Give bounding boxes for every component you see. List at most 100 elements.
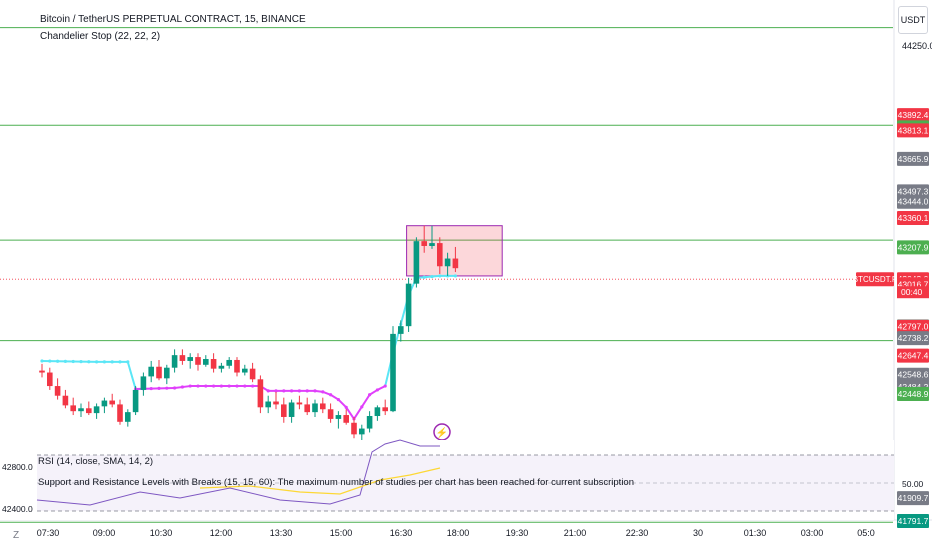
price-label-bg	[897, 123, 929, 138]
candle-body	[405, 283, 412, 327]
candle-body	[359, 428, 365, 435]
candle-body	[281, 404, 287, 417]
rsi-left-tick-2: 42400.0	[2, 504, 33, 514]
chandelier-stop-dot	[336, 397, 340, 402]
price-label: 43497.3	[898, 186, 929, 196]
chandelier-stop-dot	[126, 360, 130, 364]
price-label-bg	[897, 210, 929, 225]
y-tick-label: 44250.0	[902, 41, 932, 51]
price-label: 42548.6	[898, 370, 929, 380]
chandelier-stop-segment	[345, 406, 355, 420]
price-label-bg	[897, 331, 929, 346]
price-label-bg	[897, 348, 929, 363]
chandelier-stop-dot	[188, 384, 192, 388]
candle-body	[140, 376, 147, 390]
candle-body	[429, 243, 435, 246]
chandelier-stop-dot	[383, 384, 387, 388]
candle-body	[296, 402, 303, 405]
chandelier-stop-dot	[48, 359, 52, 363]
price-label: 43016.7	[898, 279, 929, 289]
candle-body	[86, 408, 92, 414]
zone-box	[406, 225, 503, 277]
chandelier-stop-dot	[79, 360, 83, 364]
chandelier-stop-dot	[56, 359, 60, 363]
candle-body	[327, 409, 334, 419]
candle-body	[148, 366, 154, 377]
chandelier-stop-dot	[40, 359, 44, 363]
price-label: 41791.7	[898, 516, 929, 526]
currency-button[interactable]: USDT	[898, 6, 928, 34]
candle-body	[234, 359, 240, 373]
candle-body	[39, 370, 45, 373]
countdown-label: 00:40	[901, 287, 923, 297]
candle-body	[437, 243, 443, 267]
candle-body	[62, 395, 69, 406]
price-label: 42647.4	[898, 351, 929, 361]
price-label: 43892.4	[898, 110, 929, 120]
chandelier-stop-dot	[196, 384, 200, 388]
candle-body	[249, 368, 256, 380]
indicator-title[interactable]: Chandelier Stop (22, 22, 2)	[40, 31, 161, 42]
price-label: 42797.0	[898, 322, 929, 332]
chandelier-stop-dot	[290, 389, 294, 393]
x-tick-label: 13:30	[270, 528, 293, 538]
candle-body	[242, 368, 248, 373]
chandelier-stop-dot	[110, 360, 114, 364]
x-tick-label: 10:30	[150, 528, 173, 538]
chandelier-stop-dot	[102, 360, 106, 364]
rsi-ma-line	[199, 467, 441, 495]
x-tick-label: 07:30	[37, 528, 60, 538]
chandelier-stop-dot	[375, 388, 379, 392]
rsi-panel-bg	[0, 440, 894, 520]
chandelier-stop-dot	[266, 389, 270, 393]
rsi-line	[36, 439, 440, 506]
chandelier-stop-dot	[438, 274, 442, 278]
price-label: 41909.7	[898, 493, 929, 503]
candle-body	[218, 365, 225, 369]
candle-body	[70, 405, 76, 412]
price-label: 43360.1	[898, 213, 929, 223]
chandelier-stop-dot	[95, 360, 99, 364]
candle-body	[179, 355, 186, 361]
chandelier-stop-segment	[415, 274, 441, 279]
chandelier-stop-dot	[305, 389, 309, 393]
candle-body	[335, 415, 342, 419]
price-label-bg	[897, 108, 929, 123]
x-tick-label: 09:00	[93, 528, 116, 538]
price-label: 42738.2	[898, 333, 929, 343]
zoom-button[interactable]: Z	[13, 530, 20, 541]
chandelier-stop-dot	[321, 390, 325, 394]
chandelier-stop-dot	[243, 384, 247, 388]
chandelier-stop-dot	[149, 386, 153, 391]
rsi-title[interactable]: RSI (14, close, SMA, 14, 2)	[38, 456, 154, 467]
chandelier-stop-dot	[453, 274, 457, 278]
chandelier-stop-dot	[313, 389, 317, 393]
candle-body	[195, 357, 201, 365]
candle-body	[109, 400, 115, 405]
symbol-label: BTCUSDT.P	[853, 275, 897, 284]
price-label: 43444.0	[898, 197, 929, 207]
price-label-bg	[897, 367, 929, 382]
chandelier-stop-dot	[344, 405, 348, 409]
chandelier-stop-dot	[157, 386, 161, 390]
x-tick-label: 19:30	[506, 528, 529, 538]
price-label-bg	[897, 513, 929, 528]
chandelier-stop-segment	[126, 360, 137, 390]
rsi-right-tick: 50.00	[902, 479, 924, 489]
chandelier-stop-dot	[63, 359, 67, 363]
price-label: 42448.9	[898, 389, 929, 399]
price-label: 43207.9	[898, 242, 929, 252]
x-tick-label: 22:30	[626, 528, 649, 538]
candle-body	[132, 389, 139, 413]
chandelier-stop-dot	[360, 405, 364, 409]
x-tick-label: 16:30	[390, 528, 413, 538]
candle-body	[226, 359, 232, 366]
candle-body	[398, 326, 404, 334]
countdown-bg	[897, 286, 929, 299]
symbol-title: Bitcoin / TetherUS PERPETUAL CONTRACT, 1…	[40, 14, 306, 25]
candle-body	[156, 366, 162, 379]
candle-body	[187, 357, 193, 361]
rsi-left-tick: 42800.0	[2, 462, 33, 472]
candle-body	[265, 401, 271, 408]
